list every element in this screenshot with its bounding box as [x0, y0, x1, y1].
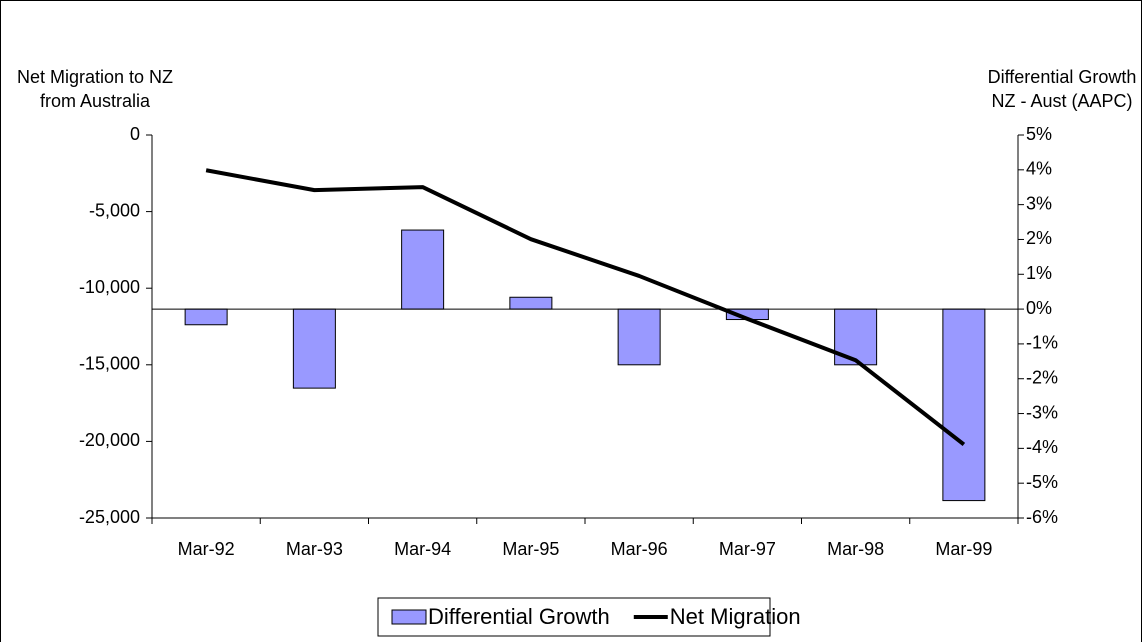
- x-tick-label: Mar-96: [611, 539, 668, 559]
- y2-tick-label: -6%: [1026, 507, 1058, 527]
- bar: [942, 308, 986, 502]
- y2-tick-label: 3%: [1026, 193, 1052, 213]
- x-tick-label: Mar-95: [502, 539, 559, 559]
- bar: [509, 296, 553, 310]
- legend-box: [377, 597, 771, 637]
- y2-tick-label: -4%: [1026, 437, 1058, 457]
- bar: [617, 308, 661, 366]
- legend-swatch: [391, 609, 427, 625]
- y2-axis-label: Differential Growth: [988, 67, 1137, 87]
- y2-tick-label: 2%: [1026, 228, 1052, 248]
- y-axis-label: Net Migration to NZ: [17, 67, 173, 87]
- y-tick-label: -10,000: [79, 277, 140, 297]
- x-tick-label: Mar-99: [935, 539, 992, 559]
- y2-tick-label: -5%: [1026, 472, 1058, 492]
- y2-tick-label: -1%: [1026, 333, 1058, 353]
- bar: [184, 308, 228, 326]
- y2-tick-label: 0%: [1026, 298, 1052, 318]
- y2-axis-label: NZ - Aust (AAPC): [991, 91, 1132, 111]
- y-tick-label: -25,000: [79, 507, 140, 527]
- x-tick-label: Mar-98: [827, 539, 884, 559]
- y2-tick-label: 4%: [1026, 159, 1052, 179]
- y-axis-label: from Australia: [40, 91, 151, 111]
- bar: [292, 308, 336, 389]
- bar: [401, 229, 445, 310]
- line: [205, 168, 966, 447]
- legend-label: Net Migration: [670, 604, 801, 629]
- y2-tick-label: -2%: [1026, 367, 1058, 387]
- y2-tick-label: 1%: [1026, 263, 1052, 283]
- y-tick-label: -5,000: [89, 200, 140, 220]
- x-tick-label: Mar-93: [286, 539, 343, 559]
- y-tick-label: -20,000: [79, 430, 140, 450]
- x-tick-label: Mar-97: [719, 539, 776, 559]
- legend-label: Differential Growth: [428, 604, 610, 629]
- x-tick-label: Mar-92: [178, 539, 235, 559]
- y2-tick-label: 5%: [1026, 124, 1052, 144]
- x-tick-label: Mar-94: [394, 539, 451, 559]
- y2-tick-label: -3%: [1026, 402, 1058, 422]
- y-tick-label: 0: [130, 124, 140, 144]
- y-tick-label: -15,000: [79, 354, 140, 374]
